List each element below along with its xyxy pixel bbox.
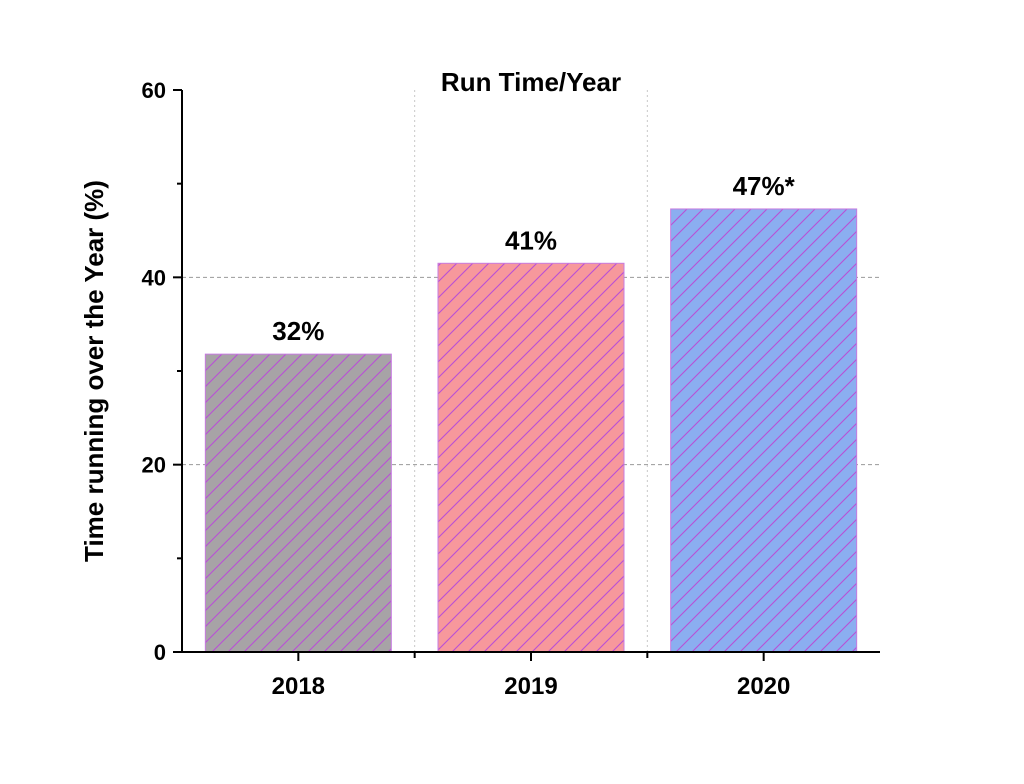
x-categories: 2018 2019 2020 xyxy=(272,652,790,700)
bars xyxy=(204,208,858,653)
x-category-label: 2019 xyxy=(504,673,557,700)
x-category-label: 2020 xyxy=(737,673,790,700)
data-label-2018: 32% xyxy=(272,316,324,346)
y-ticks: 0 20 40 60 xyxy=(142,78,649,665)
data-label-2020: 47%* xyxy=(733,171,796,201)
data-label-2019: 41% xyxy=(505,225,557,255)
data-labels: 32% 41% 47%* xyxy=(272,171,795,346)
y-tick-label: 40 xyxy=(142,265,166,290)
chart-title: Run Time/Year xyxy=(441,67,621,97)
bar-2020 xyxy=(670,208,858,653)
bar-2019 xyxy=(437,262,625,653)
bar-2018 xyxy=(204,353,392,653)
y-tick-label: 60 xyxy=(142,78,166,103)
y-axis-label: Time running over the Year (%) xyxy=(79,180,109,562)
y-tick-label: 20 xyxy=(142,453,166,478)
y-tick-label: 0 xyxy=(154,640,166,665)
x-category-label: 2018 xyxy=(272,673,325,700)
